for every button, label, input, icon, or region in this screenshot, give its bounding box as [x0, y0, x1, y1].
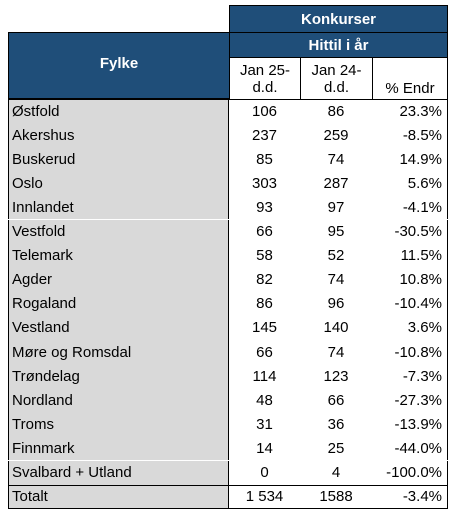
- row-value: 4: [331, 464, 341, 482]
- row-value: 74: [327, 150, 345, 168]
- row-label: Svalbard + Utland: [8, 460, 229, 485]
- row-value: 106: [251, 102, 278, 120]
- row-value: 58: [256, 247, 273, 265]
- total-value: 1588: [300, 484, 372, 509]
- row-value: 10.8%: [372, 267, 448, 292]
- row-value: 74: [327, 343, 345, 361]
- subgroup-header: Hittil i år: [229, 32, 448, 58]
- row-value: 11.5%: [372, 243, 448, 268]
- row-value: -8.5%: [372, 123, 448, 148]
- total-value: 1 534: [229, 484, 300, 509]
- row-value: 85: [256, 150, 273, 168]
- row-value: 123: [323, 367, 349, 385]
- row-label: Oslo: [8, 171, 229, 196]
- row-value: -30.5%: [372, 219, 448, 244]
- row-label: Agder: [8, 267, 229, 292]
- row-value: -100.0%: [372, 460, 448, 485]
- row-value: 0: [260, 464, 269, 482]
- row-value: 66: [256, 343, 273, 361]
- row-value: 14.9%: [372, 147, 448, 172]
- row-label: Rogaland: [8, 291, 229, 316]
- row-value: -27.3%: [372, 388, 448, 413]
- row-value: 25: [327, 439, 345, 457]
- row-label: Buskerud: [8, 147, 229, 172]
- row-value: 93: [256, 198, 273, 216]
- row-value: -10.4%: [372, 291, 448, 316]
- row-label: Troms: [8, 412, 229, 437]
- row-value: 14: [256, 439, 273, 457]
- total-value: -3.4%: [372, 484, 448, 509]
- row-value: 31: [256, 415, 273, 433]
- row-label: Akershus: [8, 123, 229, 148]
- row-value: 303: [251, 174, 278, 192]
- row-value: 82: [256, 271, 273, 289]
- row-value: 36: [327, 415, 345, 433]
- row-value: 3.6%: [372, 315, 448, 340]
- row-value: 95: [327, 223, 345, 241]
- row-value: 287: [323, 174, 349, 192]
- row-value: 52: [327, 247, 345, 265]
- row-label: Trøndelag: [8, 364, 229, 389]
- row-label: Møre og Romsdal: [8, 340, 229, 365]
- row-value: 23.3%: [372, 99, 448, 124]
- row-value: 86: [327, 102, 345, 120]
- row-value: -10.8%: [372, 340, 448, 365]
- row-value: 48: [256, 391, 273, 409]
- row-value: 86: [256, 295, 273, 313]
- row-label: Vestfold: [8, 219, 229, 244]
- row-value: -7.3%: [372, 364, 448, 389]
- region-header: Fylke: [8, 32, 230, 99]
- column-header: Jan 25- d.d.: [229, 58, 300, 99]
- row-label: Telemark: [8, 243, 229, 268]
- row-value: 66: [256, 223, 273, 241]
- header-divider: [8, 99, 448, 100]
- row-value: 237: [251, 126, 278, 144]
- row-label: Vestland: [8, 315, 229, 340]
- row-value: 96: [327, 295, 345, 313]
- row-value: -44.0%: [372, 436, 448, 461]
- total-label: Totalt: [8, 484, 229, 509]
- row-value: 114: [252, 367, 277, 385]
- row-label: Innlandet: [8, 195, 229, 220]
- row-value: 5.6%: [372, 171, 448, 196]
- row-value: 145: [251, 319, 278, 337]
- row-value: 97: [327, 198, 345, 216]
- column-header: Jan 24- d.d.: [300, 58, 372, 99]
- row-label: Nordland: [8, 388, 229, 413]
- row-value: 66: [327, 391, 345, 409]
- row-value: 259: [323, 126, 349, 144]
- group-header: Konkurser: [229, 5, 448, 33]
- column-header: % Endr: [372, 58, 448, 99]
- row-label: Østfold: [8, 99, 229, 124]
- row-value: 74: [327, 271, 345, 289]
- row-label: Finnmark: [8, 436, 229, 461]
- row-value: -13.9%: [372, 412, 448, 437]
- row-value: -4.1%: [372, 195, 448, 220]
- row-value: 140: [323, 319, 349, 337]
